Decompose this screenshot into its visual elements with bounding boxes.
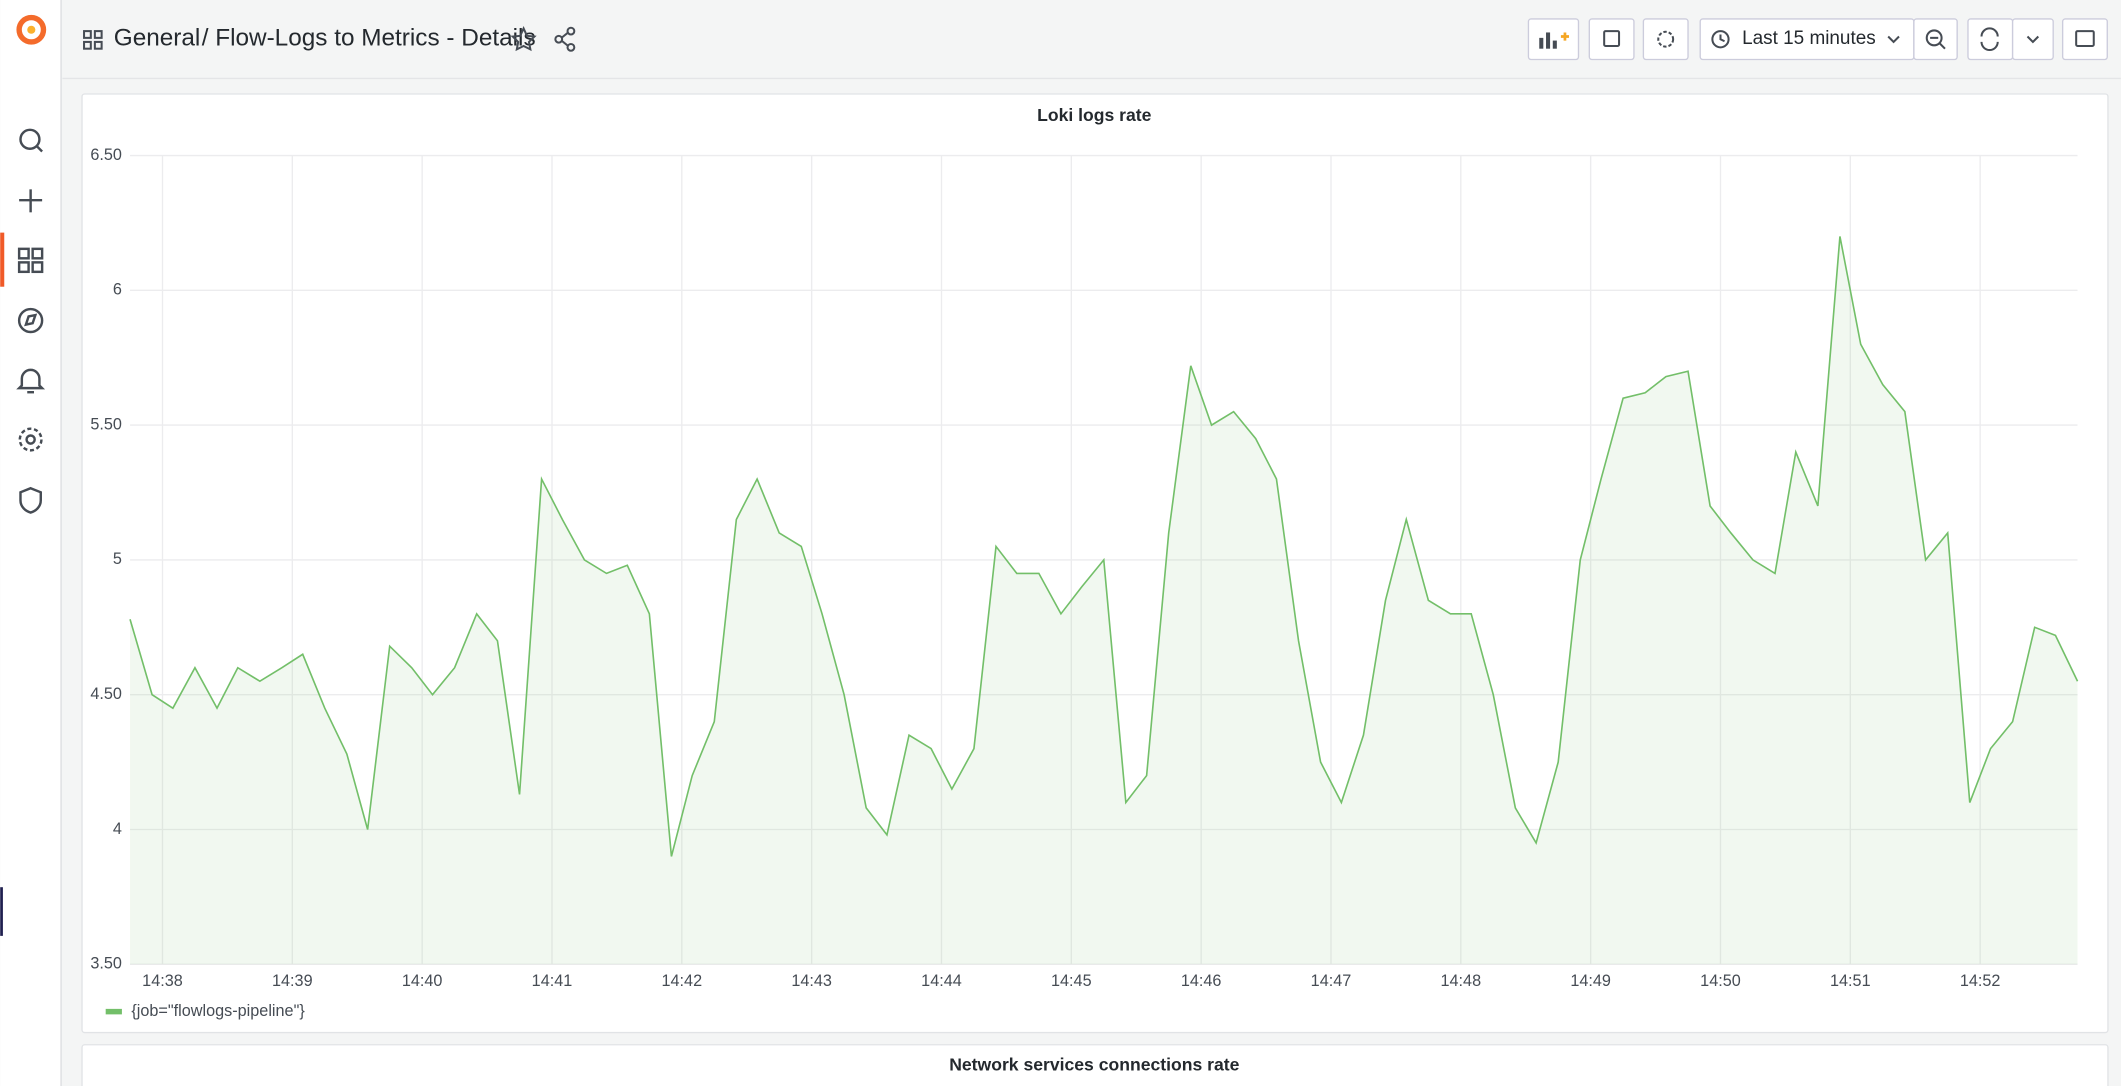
view-mode-button[interactable]	[2061, 18, 2108, 61]
star-button[interactable]	[510, 25, 537, 52]
grafana-logo[interactable]	[16, 14, 47, 45]
x-tick-label: 14:39	[272, 972, 313, 990]
x-tick-label: 14:40	[402, 972, 443, 990]
save-button[interactable]	[1588, 18, 1635, 61]
breadcrumb-folder[interactable]: General	[114, 25, 201, 52]
x-tick-label: 14:51	[1830, 972, 1871, 990]
add-plus-icon	[1560, 32, 1570, 41]
refresh-icon	[1980, 27, 1999, 51]
search-icon[interactable]	[19, 128, 43, 153]
legend-label: {job="flowlogs-pipeline"}	[131, 1002, 305, 1020]
panel-title: Loki logs rate	[1037, 105, 1152, 125]
config-icon[interactable]	[18, 427, 43, 452]
plot: 3.50 4 4.50 5 5.50 6 6.50 14:38 14:39 14:40 14:41 1…	[90, 146, 2079, 1020]
clock-icon	[1711, 30, 1730, 49]
x-tick-label: 14:42	[662, 972, 703, 990]
save-icon	[1603, 30, 1621, 47]
create-icon[interactable]	[19, 189, 43, 213]
panel	[81, 93, 2109, 1034]
next-panel	[81, 1044, 2109, 1086]
breadcrumb-title[interactable]: / Flow-Logs to Metrics - Details	[202, 25, 536, 52]
next-panel-title: Network services connections rate	[949, 1054, 1239, 1074]
settings-icon	[1657, 30, 1675, 48]
tv-icon	[2075, 30, 2095, 47]
series-area	[130, 236, 2078, 965]
x-tick-label: 14:44	[921, 972, 962, 990]
y-tick-label: 4	[113, 820, 122, 838]
zoom-out-button[interactable]	[1913, 18, 1958, 61]
y-tick-label: 5	[113, 550, 122, 568]
settings-button[interactable]	[1642, 18, 1689, 61]
zoom-icon	[1925, 29, 1946, 50]
y-tick-label: 3.50	[90, 955, 122, 973]
dashboards-icon[interactable]	[17, 247, 44, 274]
share-button[interactable]	[554, 26, 576, 52]
x-tick-label: 14:38	[142, 972, 183, 990]
admin-icon[interactable]	[19, 486, 42, 514]
sidebar-marker	[0, 887, 3, 936]
x-tick-label: 14:47	[1311, 972, 1352, 990]
refresh-button[interactable]	[1967, 18, 2014, 61]
x-tick-label: 14:50	[1700, 972, 1741, 990]
x-tick-label: 14:49	[1570, 972, 1611, 990]
x-tick-label: 14:45	[1051, 972, 1092, 990]
sidebar	[0, 0, 62, 1086]
dashboards-grid-icon[interactable]	[83, 30, 103, 50]
series-line	[129, 236, 2079, 857]
x-tick-label: 14:48	[1441, 972, 1482, 990]
y-tick-label: 4.50	[90, 685, 122, 703]
y-tick-label: 5.50	[90, 415, 122, 433]
alerting-icon[interactable]	[16, 368, 46, 394]
refresh-caret	[2026, 35, 2040, 44]
y-tick-label: 6.50	[90, 146, 122, 164]
add-panel-icon	[1539, 32, 1557, 49]
time-range-label[interactable]: Last 15 minutes	[1742, 28, 1876, 49]
explore-icon[interactable]	[17, 307, 44, 334]
add-panel-button[interactable]	[1527, 18, 1580, 61]
x-tick-label: 14:46	[1181, 972, 1222, 990]
active-indicator	[0, 232, 5, 287]
x-tick-label: 14:41	[532, 972, 573, 990]
y-tick-label: 6	[113, 281, 122, 299]
x-tick-label: 14:52	[1960, 972, 2001, 990]
time-caret	[1887, 35, 1900, 44]
x-tick-label: 14:43	[791, 972, 832, 990]
refresh-interval-button[interactable]	[2011, 18, 2054, 61]
